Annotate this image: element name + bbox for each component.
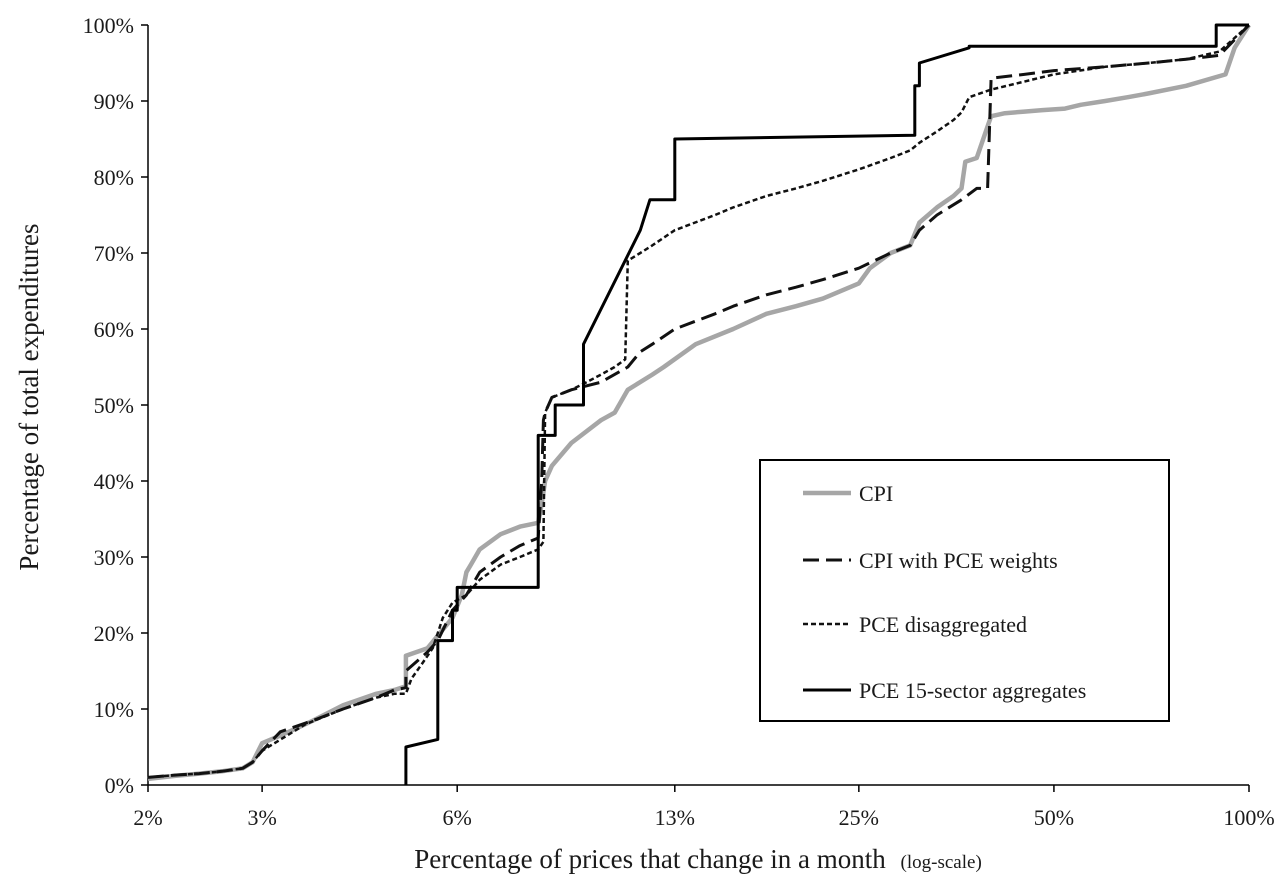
x-axis-title: Percentage of prices that change in a mo… xyxy=(414,844,982,874)
x-axis-title-note: (log-scale) xyxy=(901,852,982,873)
x-tick-label: 100% xyxy=(1223,805,1274,830)
series-line-2 xyxy=(147,24,1250,779)
legend: CPI CPI with PCE weights PCE disaggregated… xyxy=(759,459,1170,722)
legend-label: PCE 15-sector aggregates xyxy=(859,678,1086,703)
y-tick-label: 60% xyxy=(94,317,134,342)
x-tick-label: 13% xyxy=(655,805,695,830)
legend-label: CPI with PCE weights xyxy=(859,548,1058,573)
y-tick-label: 40% xyxy=(94,469,134,494)
x-tick-label: 2% xyxy=(133,805,162,830)
x-tick-label: 3% xyxy=(247,805,276,830)
y-tick-label: 20% xyxy=(94,621,134,646)
x-tick-label: 50% xyxy=(1034,805,1074,830)
legend-label: CPI xyxy=(859,481,893,506)
y-axis-title: Percentage of total expenditures xyxy=(14,223,44,570)
ticks: 0% 10% 20% 30% 40% 50% 60% 70% 80% 90% 100% 2% 3% 6% 1… xyxy=(83,13,1275,830)
y-tick-label: 90% xyxy=(94,89,134,114)
y-tick-label: 70% xyxy=(94,241,134,266)
y-tick-label: 100% xyxy=(83,13,134,38)
x-tick-label: 25% xyxy=(839,805,879,830)
y-tick-label: 50% xyxy=(94,393,134,418)
x-tick-label: 6% xyxy=(443,805,472,830)
y-tick-label: 10% xyxy=(94,697,134,722)
y-tick-label: 0% xyxy=(105,773,134,798)
legend-label: PCE disaggregated xyxy=(859,612,1027,637)
x-axis-title-main: Percentage of prices that change in a mo… xyxy=(414,844,886,874)
series-layer xyxy=(147,23,1251,785)
series-line-3 xyxy=(404,23,1249,785)
y-tick-label: 30% xyxy=(94,545,134,570)
y-tick-label: 80% xyxy=(94,165,134,190)
legend-box xyxy=(759,459,1170,722)
series-line-0 xyxy=(147,23,1251,782)
